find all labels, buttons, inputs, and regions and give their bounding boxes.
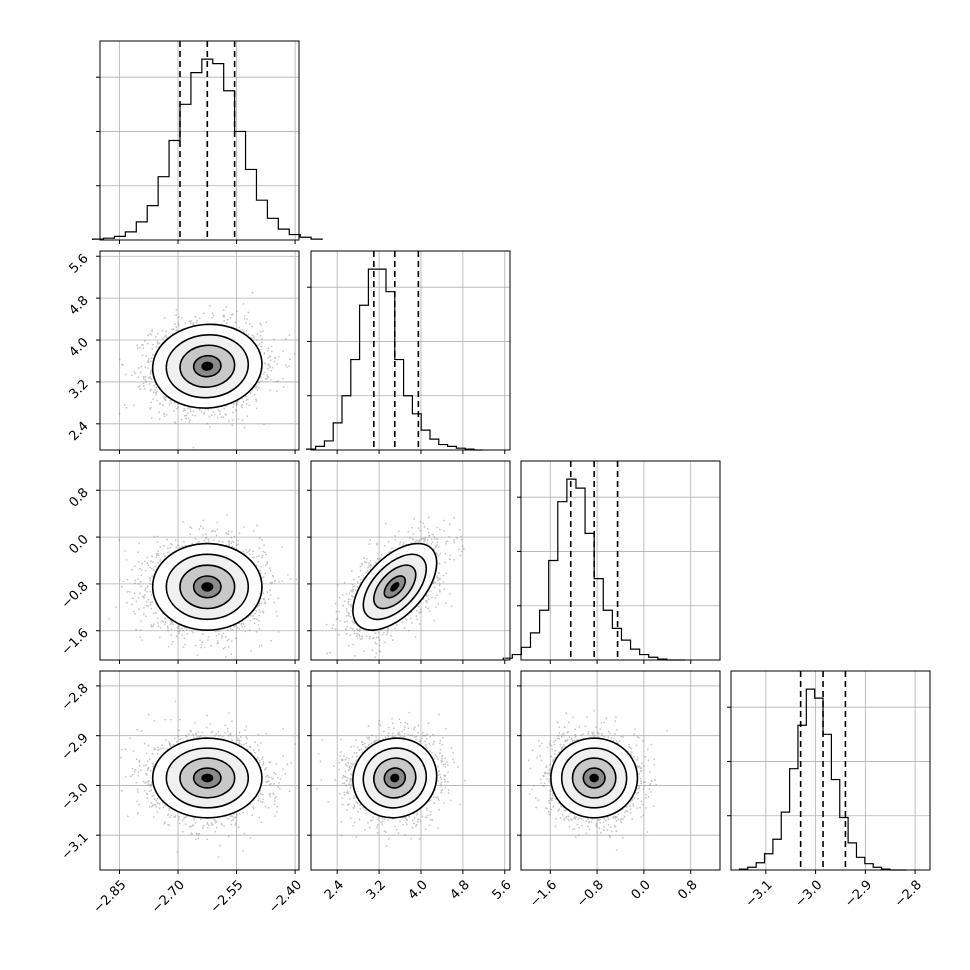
contour-line <box>571 757 617 799</box>
x-tick-label: 4.0 <box>406 878 431 903</box>
axis-frame <box>730 670 931 871</box>
axis-frame <box>520 670 721 871</box>
contour-line <box>165 553 250 621</box>
density-panel <box>307 460 511 664</box>
density-panel <box>96 460 300 664</box>
x-tick-label: 0.8 <box>675 878 700 903</box>
axis-frame <box>310 250 511 451</box>
x-tick-label: −1.6 <box>527 878 560 911</box>
contour-line <box>373 564 417 610</box>
y-tick-label: −3.1 <box>59 830 92 863</box>
y-tick-label: 4.8 <box>66 293 91 318</box>
x-tick-label: 5.6 <box>489 878 514 903</box>
axis-frame <box>310 460 511 661</box>
x-tick-label: 2.4 <box>322 878 347 903</box>
contour-line <box>179 344 236 388</box>
y-tick-label: −0.8 <box>59 579 92 612</box>
contour-line <box>352 737 438 819</box>
x-tick-label: −2.9 <box>842 878 875 911</box>
histogram-panel <box>502 460 721 664</box>
contour-line <box>550 737 639 819</box>
axis-frame <box>99 40 300 241</box>
y-tick-label: −2.9 <box>59 731 92 764</box>
contour-line <box>165 333 250 399</box>
axis-frame <box>99 670 300 871</box>
density-panel <box>96 670 300 874</box>
x-tick-label: −3.0 <box>793 878 826 911</box>
axis-frame <box>99 250 300 451</box>
contour-line <box>179 564 236 610</box>
x-tick-label: −0.8 <box>574 878 607 911</box>
contour-line <box>151 542 263 631</box>
axis-frame <box>310 670 511 871</box>
density-panel <box>96 250 300 454</box>
histogram-bars <box>738 688 907 871</box>
axis-frame <box>520 460 721 661</box>
density-core <box>390 582 400 592</box>
x-tick-label: −2.85 <box>91 878 130 917</box>
x-tick-label: 4.8 <box>448 878 473 903</box>
contour-line <box>151 737 263 819</box>
contour-line <box>192 575 222 599</box>
density-core <box>390 773 400 783</box>
panel-content <box>100 671 299 870</box>
x-tick-label: −2.40 <box>266 878 305 917</box>
y-tick-label: −1.6 <box>59 626 92 659</box>
x-tick-label: −3.1 <box>743 878 776 911</box>
contour-line <box>352 542 438 631</box>
y-tick-label: 5.6 <box>66 251 91 276</box>
histogram-panel <box>727 670 931 874</box>
x-tick-label: −2.70 <box>149 878 188 917</box>
panel-content <box>521 671 720 870</box>
y-tick-label: 0.8 <box>66 485 91 510</box>
contour-line <box>362 747 428 809</box>
panel-content <box>311 461 510 660</box>
density-panel <box>307 670 511 874</box>
histogram-panel <box>306 250 511 454</box>
density-panel <box>517 670 721 874</box>
histogram-panel <box>91 40 323 244</box>
density-core <box>201 773 214 783</box>
axis-frame <box>99 460 300 661</box>
contour-line <box>582 767 606 789</box>
contour-line <box>165 747 250 809</box>
contour-line <box>192 354 222 378</box>
contour-line <box>383 575 407 599</box>
contour-line <box>192 767 222 789</box>
panel-content <box>100 461 299 660</box>
contour-line <box>151 323 263 409</box>
y-tick-label: −3.0 <box>59 780 92 813</box>
contour-line <box>179 757 236 799</box>
density-core <box>589 773 599 783</box>
panel-content <box>100 251 299 450</box>
x-tick-label: 3.2 <box>364 878 389 903</box>
y-tick-label: 0.0 <box>66 532 91 557</box>
histogram-bars <box>502 478 686 661</box>
histogram-bars <box>91 58 323 240</box>
contour-line <box>362 553 428 621</box>
density-core <box>201 582 214 592</box>
contour-line <box>560 747 628 809</box>
y-tick-label: 4.0 <box>66 335 91 360</box>
y-tick-label: 2.4 <box>66 419 91 444</box>
contour-line <box>383 767 407 789</box>
x-tick-label: 0.0 <box>629 878 654 903</box>
contour-line <box>373 757 417 799</box>
density-core <box>201 361 214 371</box>
x-tick-label: −2.55 <box>208 878 247 917</box>
panel-content <box>311 671 510 870</box>
x-tick-label: −2.8 <box>892 878 925 911</box>
y-tick-label: −2.8 <box>59 681 92 714</box>
y-tick-label: 3.2 <box>66 377 91 402</box>
